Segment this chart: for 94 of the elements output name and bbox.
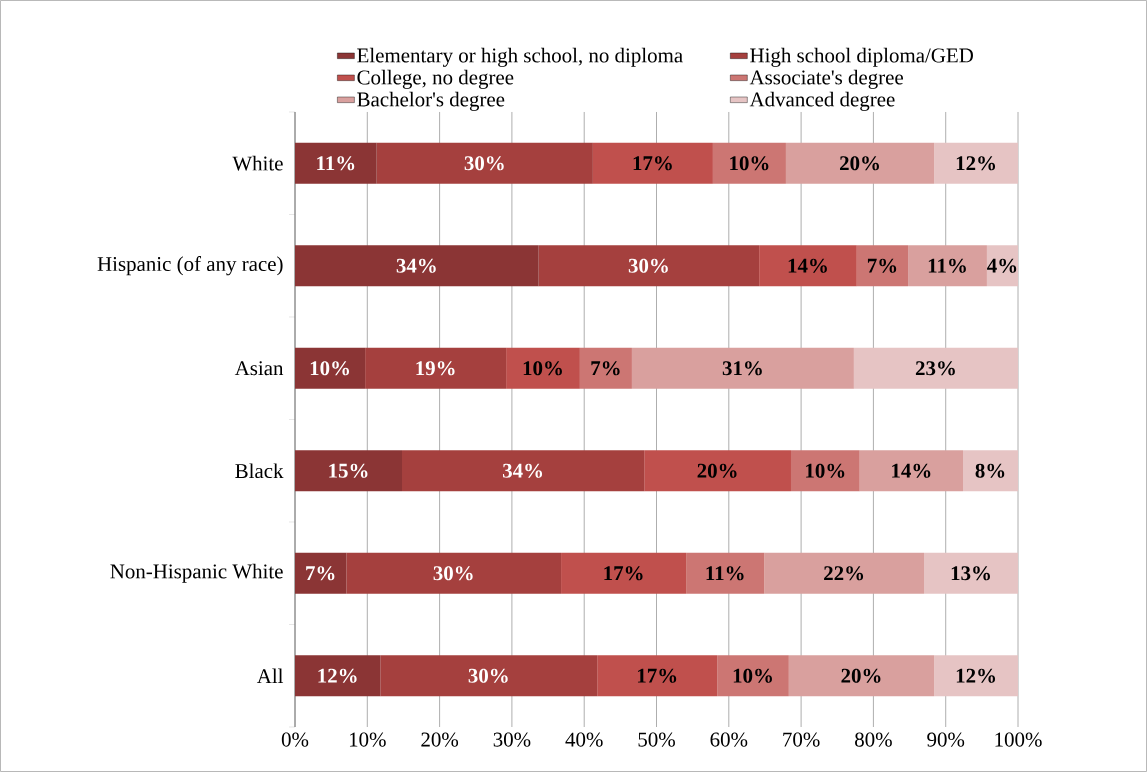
bar — [295, 450, 403, 492]
bar — [538, 245, 760, 287]
bar — [853, 347, 1019, 389]
x-tick-label: 60% — [710, 732, 748, 747]
bar — [963, 450, 1019, 492]
data-label: 17% — [637, 668, 677, 683]
y-tick-label: Non-Hispanic White — [110, 563, 283, 583]
bar — [788, 655, 935, 697]
data-label: 12% — [956, 668, 996, 683]
data-label: 4% — [987, 258, 1017, 273]
y-tick-label: White — [232, 155, 283, 171]
bar — [592, 142, 713, 184]
data-label: 20% — [697, 463, 737, 478]
x-tick-label: 0% — [281, 732, 309, 747]
bar — [402, 450, 645, 492]
data-label: 20% — [839, 156, 879, 171]
legend-label: Associate's degree — [749, 69, 904, 89]
bar — [365, 347, 507, 389]
y-tick-label: Asian — [234, 361, 284, 376]
bar — [376, 142, 593, 184]
bar — [686, 552, 765, 594]
bar — [790, 450, 860, 492]
y-tick-label: All — [256, 668, 284, 684]
data-label: 7% — [591, 361, 620, 376]
data-label: 34% — [502, 463, 543, 478]
data-label: 7% — [867, 258, 897, 273]
data-label: 17% — [633, 156, 672, 171]
data-label: 14% — [788, 258, 827, 273]
bar — [934, 142, 1019, 184]
data-label: 15% — [329, 463, 368, 478]
bar — [597, 655, 718, 697]
data-label: 10% — [806, 463, 845, 478]
bar — [631, 347, 854, 389]
data-label: 11% — [706, 566, 744, 581]
data-label: 13% — [951, 566, 990, 581]
data-label: 20% — [841, 668, 881, 683]
bar — [295, 142, 377, 184]
legend-label: Advanced degree — [749, 91, 895, 111]
bar — [712, 142, 786, 184]
data-label: 10% — [310, 361, 350, 376]
data-label: 10% — [733, 668, 772, 683]
data-label: 22% — [824, 566, 864, 581]
x-tick-label: 10% — [349, 732, 386, 747]
bar — [295, 655, 381, 697]
legend-label: College, no degree — [357, 69, 514, 89]
data-label: 10% — [730, 156, 769, 171]
data-label: 12% — [318, 668, 357, 683]
x-tick-label: 50% — [638, 732, 675, 747]
data-label: 30% — [628, 258, 668, 273]
bar — [934, 655, 1019, 697]
bar — [908, 245, 987, 287]
legend-label: Bachelor's degree — [357, 91, 505, 111]
bar — [295, 552, 347, 594]
bar — [295, 347, 366, 389]
bar — [785, 142, 935, 184]
data-label: 23% — [915, 361, 955, 376]
x-tick-label: 20% — [421, 732, 459, 747]
data-label: 7% — [306, 566, 335, 581]
x-tick-label: 100% — [995, 732, 1042, 747]
bar — [924, 552, 1019, 594]
x-tick-label: 30% — [493, 732, 531, 747]
bar — [644, 450, 791, 492]
x-tick-label: 40% — [565, 732, 603, 747]
data-label: 31% — [722, 361, 762, 376]
data-label: 8% — [975, 463, 1005, 478]
bar — [380, 655, 598, 697]
bar — [295, 245, 539, 287]
data-label: 11% — [317, 156, 355, 171]
bar — [717, 655, 789, 697]
data-label: 30% — [433, 566, 473, 581]
bar — [764, 552, 925, 594]
x-tick-label: 80% — [855, 732, 892, 747]
x-tick-label: 90% — [927, 732, 965, 747]
x-tick-label: 70% — [783, 732, 820, 747]
data-label: 10% — [523, 361, 562, 376]
data-label: 12% — [956, 156, 996, 171]
data-label: 30% — [464, 156, 504, 171]
data-label: 19% — [416, 361, 455, 376]
legend-label: High school diploma/GED — [750, 47, 973, 67]
data-label: 11% — [928, 258, 966, 273]
data-label: 17% — [604, 566, 643, 581]
data-label: 14% — [892, 463, 931, 478]
y-tick-label: Black — [235, 463, 284, 479]
bar — [856, 245, 909, 287]
bar — [579, 347, 632, 389]
y-tick-label: Hispanic (of any race) — [97, 256, 283, 276]
data-label: 34% — [396, 258, 436, 273]
bar — [759, 245, 857, 287]
bar — [561, 552, 687, 594]
data-label: 30% — [468, 668, 508, 683]
bar — [859, 450, 964, 492]
legend-label: Elementary or high school, no diploma — [357, 47, 683, 67]
bar — [346, 552, 562, 594]
bar — [506, 347, 580, 389]
